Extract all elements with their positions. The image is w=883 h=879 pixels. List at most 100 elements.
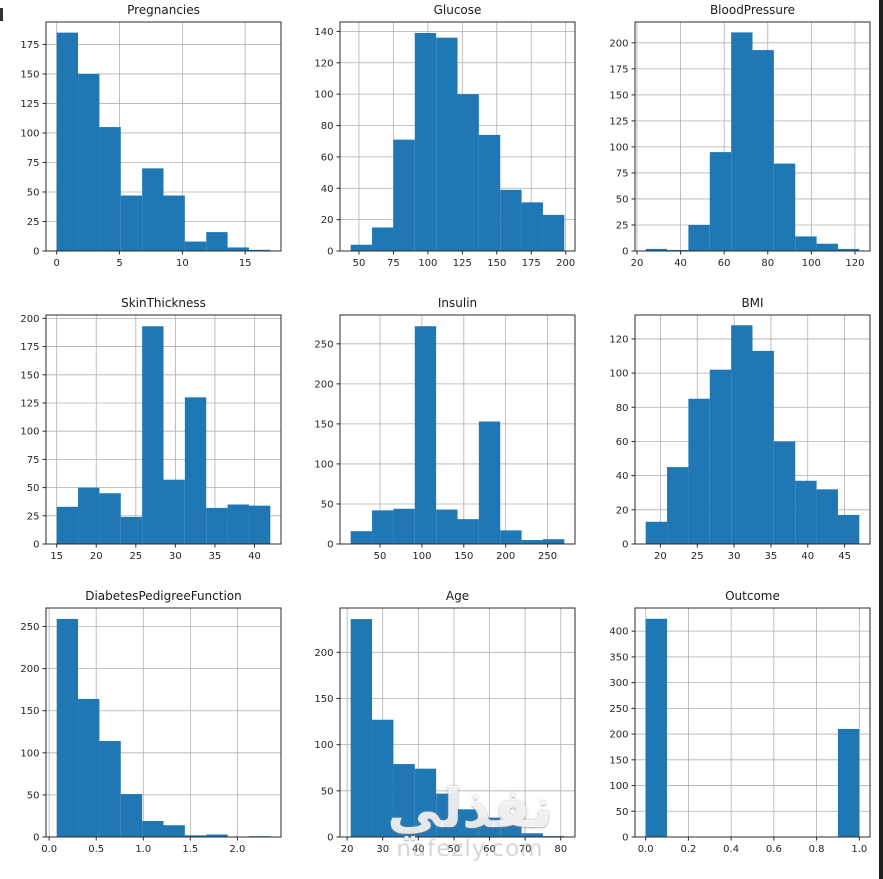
hist-bar xyxy=(248,505,271,544)
hist-bar xyxy=(816,243,838,251)
x-tick-label: 5 xyxy=(116,258,122,269)
y-tick-label: 0 xyxy=(327,540,333,551)
hist-bar xyxy=(645,618,667,837)
subplot-title-glucose: Glucose xyxy=(434,3,482,17)
x-tick-label: 75 xyxy=(387,258,400,269)
y-tick-label: 20 xyxy=(321,215,334,226)
plot-border xyxy=(45,21,282,252)
x-tick-label: 35 xyxy=(209,551,222,562)
x-tick-label: 15 xyxy=(50,551,63,562)
hist-bar xyxy=(206,232,228,251)
histogram-pregnancies: 0 25 50 75 100 125 150 175 0 5 10 15 Pregnancies xyxy=(20,3,282,269)
hist-bar xyxy=(457,809,480,837)
hist-bar xyxy=(56,506,79,544)
x-tick-label: 20 xyxy=(630,258,643,269)
subplot-insulin: 0 50 100 150 200 250 50 100 150 200 250 Insulin xyxy=(294,293,588,586)
x-tick-label: 10 xyxy=(176,258,189,269)
histogram-diabetespedigreefunction: 0 50 100 150 200 250 0.0 0.5 1.0 1.5 2.0 DiabetesPe… xyxy=(20,589,282,855)
hist-bar xyxy=(645,521,667,544)
screenshot-corner-artifact xyxy=(0,8,3,21)
x-tick-label: 0.0 xyxy=(41,844,57,855)
y-tick-label: 60 xyxy=(321,152,334,163)
y-tick-label: 125 xyxy=(20,398,39,409)
y-tick-label: 60 xyxy=(615,437,628,448)
hist-bar xyxy=(521,202,544,251)
x-tick-label: 0.8 xyxy=(808,844,824,855)
x-tick-label: 150 xyxy=(488,258,507,269)
y-tick-label: 150 xyxy=(315,419,334,430)
y-tick-label: 100 xyxy=(315,90,334,101)
y-tick-label: 250 xyxy=(20,622,39,633)
histogram-bloodpressure: 0 25 50 75 100 125 150 175 200 20 40 60 80 100 120 Bloo… xyxy=(609,3,871,269)
hist-bar xyxy=(184,397,207,544)
y-tick-label: 25 xyxy=(615,220,628,231)
hist-bar xyxy=(521,833,544,837)
hist-bar xyxy=(521,540,544,544)
hist-bar xyxy=(56,618,79,837)
hist-bar xyxy=(837,728,859,837)
x-tick-label: 40 xyxy=(412,844,425,855)
hist-bar xyxy=(415,768,437,837)
x-tick-label: 45 xyxy=(838,551,851,562)
plot-border xyxy=(339,607,576,838)
x-tick-label: 50 xyxy=(374,551,387,562)
histogram-bmi: 0 20 40 60 80 100 120 20 25 30 35 40 45 BMI xyxy=(609,296,871,562)
y-tick-label: 0 xyxy=(622,833,628,844)
x-tick-label: 20 xyxy=(341,844,354,855)
x-tick-label: 40 xyxy=(674,258,687,269)
x-tick-label: 0.5 xyxy=(88,844,104,855)
y-tick-label: 75 xyxy=(27,158,40,169)
y-tick-label: 0 xyxy=(622,540,628,551)
subplot-bloodpressure: 0 25 50 75 100 125 150 175 200 20 40 60 80 100 120 Bloo… xyxy=(589,0,883,293)
x-tick-label: 100 xyxy=(419,258,438,269)
hist-bar xyxy=(99,127,121,251)
hist-bar xyxy=(688,398,710,544)
hist-bar xyxy=(794,480,817,544)
y-tick-label: 100 xyxy=(20,748,39,759)
plot-border xyxy=(45,314,282,545)
y-tick-label: 300 xyxy=(609,678,628,689)
y-tick-label: 200 xyxy=(609,730,628,741)
x-tick-label: 60 xyxy=(717,258,730,269)
x-tick-label: 70 xyxy=(519,844,532,855)
subplot-outcome: 0 50 100 150 200 250 300 350 400 0.0 0.2 0.4 0.6 0.8 1… xyxy=(589,586,883,879)
hist-bar xyxy=(436,37,458,252)
y-tick-label: 125 xyxy=(609,116,628,127)
hist-bar xyxy=(666,467,689,544)
y-tick-label: 200 xyxy=(315,379,334,390)
histogram-skinthickness: 0 25 50 75 100 125 150 175 200 15 20 25 30 35 40 SkinTh… xyxy=(20,296,282,562)
x-tick-label: 0.0 xyxy=(637,844,653,855)
hist-bar xyxy=(56,32,79,252)
hist-bar xyxy=(500,530,522,544)
hist-bar xyxy=(500,189,522,251)
x-tick-label: 0.2 xyxy=(680,844,696,855)
x-tick-label: 30 xyxy=(727,551,740,562)
subplot-pregnancies: 0 25 50 75 100 125 150 175 0 5 10 15 Pregnancies xyxy=(0,0,294,293)
hist-bar xyxy=(645,248,667,251)
hist-bar xyxy=(816,489,838,544)
hist-bar xyxy=(752,50,774,251)
histogram-glucose: 0 20 40 60 80 100 120 140 50 75 100 125 150 175 200 Glu… xyxy=(315,3,576,269)
hist-bar xyxy=(436,509,458,544)
hist-bar xyxy=(837,248,859,251)
y-tick-label: 200 xyxy=(20,314,39,325)
y-tick-label: 100 xyxy=(20,128,39,139)
y-tick-label: 120 xyxy=(609,334,628,345)
subplot-title-diabetespedigreefunction: DiabetesPedigreeFunction xyxy=(85,589,242,603)
y-tick-label: 150 xyxy=(609,755,628,766)
y-tick-label: 100 xyxy=(609,369,628,380)
x-tick-label: 250 xyxy=(538,551,557,562)
y-tick-label: 150 xyxy=(20,370,39,381)
hist-bar xyxy=(837,514,859,544)
x-tick-label: 50 xyxy=(448,844,461,855)
x-tick-label: 1.0 xyxy=(135,844,151,855)
plot-border xyxy=(339,21,576,252)
subplot-title-pregnancies: Pregnancies xyxy=(127,3,200,17)
subplot-age: 0 50 100 150 200 20 30 40 50 60 70 80 Age xyxy=(294,586,588,879)
hist-bar xyxy=(142,168,164,251)
hist-bar xyxy=(688,224,710,251)
x-tick-label: 100 xyxy=(413,551,432,562)
hist-bar xyxy=(543,214,565,251)
x-tick-label: 175 xyxy=(522,258,541,269)
